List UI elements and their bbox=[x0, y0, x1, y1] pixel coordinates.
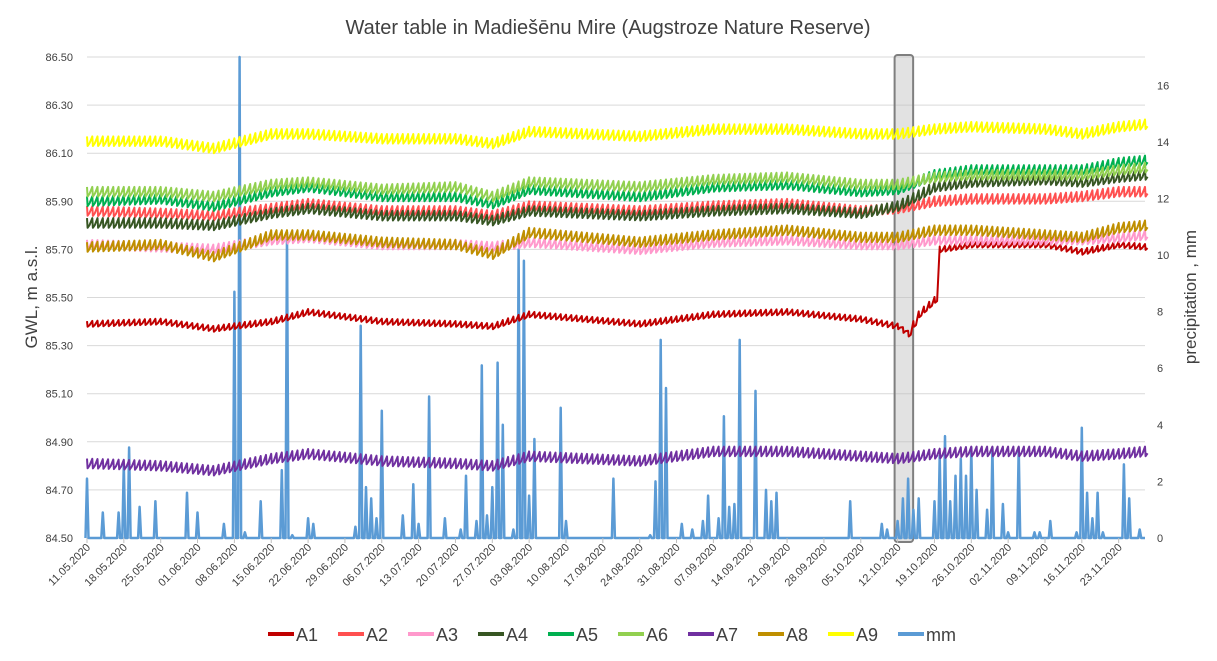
legend: A1 A2 A3 A4 A5 A6 A7 A8 A9 mm bbox=[268, 625, 956, 645]
y2-tick-label: 6 bbox=[1157, 363, 1163, 375]
y-tick-label: 86.50 bbox=[45, 52, 73, 64]
series-line-a2 bbox=[86, 185, 1149, 222]
legend-label: A9 bbox=[856, 625, 878, 645]
legend-label: mm bbox=[926, 625, 956, 645]
y-tick-label: 85.70 bbox=[45, 244, 73, 256]
series-line-a8 bbox=[86, 219, 1149, 263]
legend-label: A6 bbox=[646, 625, 668, 645]
highlight-region bbox=[893, 54, 915, 543]
chart-title: Water table in Madiešēnu Mire (Augstroze… bbox=[345, 17, 870, 39]
precipitation-series bbox=[84, 55, 1145, 540]
y2-tick-label: 14 bbox=[1157, 137, 1169, 149]
left-axis-ticks: 84.50 84.70 84.90 85.10 85.30 85.50 85.70 85.90… bbox=[45, 52, 73, 545]
legend-label: A3 bbox=[436, 625, 458, 645]
series-line-a5 bbox=[86, 154, 1149, 212]
y-tick-label: 85.90 bbox=[45, 196, 73, 208]
legend-label: A4 bbox=[506, 625, 528, 645]
y2-tick-label: 8 bbox=[1157, 307, 1163, 319]
series-line-a7 bbox=[86, 445, 1149, 477]
y-tick-label: 84.70 bbox=[45, 485, 73, 497]
y-axis-label: GWL, m a.s.l. bbox=[22, 246, 41, 349]
legend-label: A1 bbox=[296, 625, 318, 645]
legend-label: A2 bbox=[366, 625, 388, 645]
highlight-box bbox=[893, 54, 915, 543]
y2-tick-label: 16 bbox=[1157, 80, 1169, 92]
y2-tick-label: 12 bbox=[1157, 193, 1169, 205]
series-line-a3 bbox=[86, 229, 1149, 256]
y-tick-label: 84.90 bbox=[45, 437, 73, 449]
y-tick-label: 86.30 bbox=[45, 100, 73, 112]
y-tick-label: 85.30 bbox=[45, 341, 73, 353]
legend-label: A8 bbox=[786, 625, 808, 645]
y2-tick-label: 10 bbox=[1157, 250, 1169, 262]
series-line-a6 bbox=[86, 161, 1149, 203]
gridlines bbox=[87, 56, 1145, 539]
precipitation-line bbox=[84, 55, 1145, 540]
legend-label: A5 bbox=[576, 625, 598, 645]
series-line-a9 bbox=[86, 118, 1149, 155]
y2-axis-label: precipitation , mm bbox=[1181, 230, 1200, 364]
gwl-series bbox=[86, 118, 1149, 477]
y2-tick-label: 4 bbox=[1157, 420, 1163, 432]
y2-tick-label: 2 bbox=[1157, 476, 1163, 488]
y2-tick-label: 0 bbox=[1157, 533, 1163, 545]
y-tick-label: 84.50 bbox=[45, 533, 73, 545]
y-tick-label: 86.10 bbox=[45, 148, 73, 160]
y-tick-label: 85.50 bbox=[45, 293, 73, 305]
legend-label: A7 bbox=[716, 625, 738, 645]
right-axis-ticks: 0 2 4 6 8 10 12 14 16 bbox=[1157, 80, 1169, 545]
y-tick-label: 85.10 bbox=[45, 389, 73, 401]
